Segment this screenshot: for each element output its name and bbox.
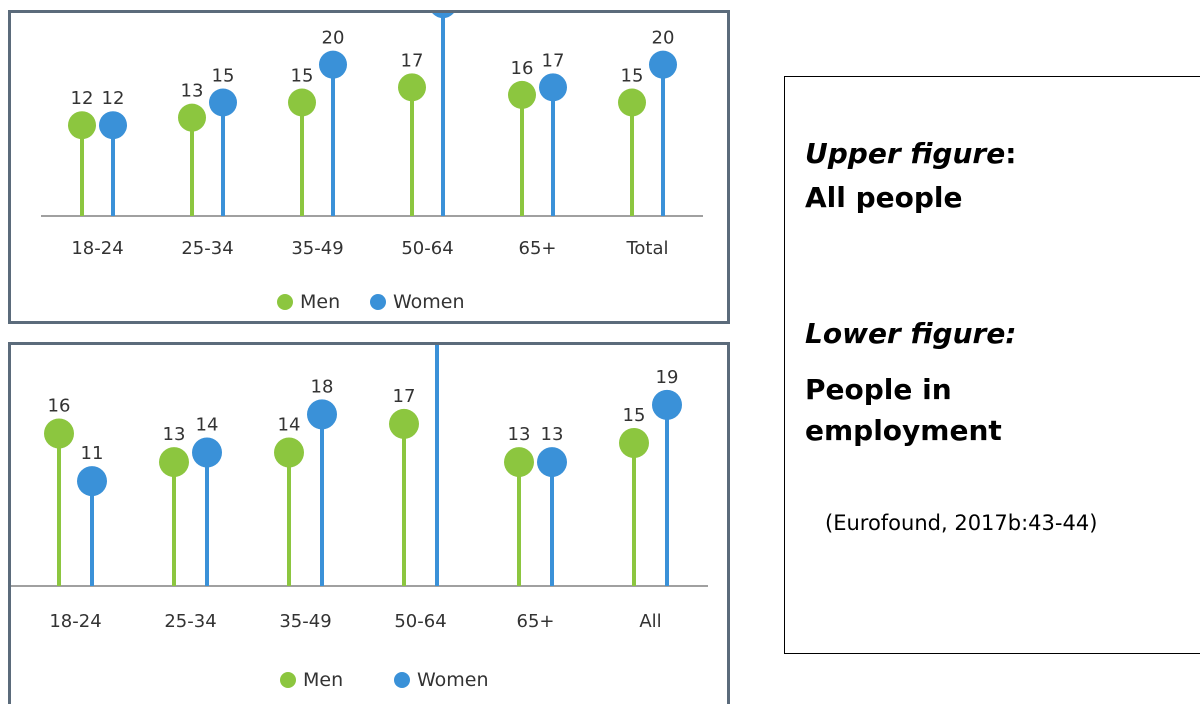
men-point (619, 428, 649, 458)
men-legend-label: Men (303, 669, 343, 691)
women-point (307, 399, 337, 430)
upper-figure-heading-text: Upper figure (805, 137, 1006, 170)
women-point (319, 50, 347, 79)
men-value-label: 13 (508, 424, 531, 445)
women-value-label: 15 (212, 66, 235, 87)
men-point (288, 88, 316, 117)
women-value-label: 11 (81, 443, 104, 464)
men-value-label: 13 (163, 424, 186, 445)
women-point (537, 447, 567, 478)
women-point (77, 466, 107, 497)
men-value-label: 17 (393, 386, 416, 407)
upper-chart-panel: 18-24121225-34131535-49152050-64172865+1… (8, 10, 730, 324)
women-point (99, 111, 127, 140)
women-value-label: 14 (196, 415, 219, 436)
men-point (159, 447, 189, 478)
men-legend-label: Men (300, 291, 340, 313)
source-citation: (Eurofound, 2017b:43-44) (825, 511, 1098, 535)
x-tick-label: Total (625, 238, 668, 259)
x-tick-label: 50-64 (394, 611, 446, 632)
x-tick-label: 18-24 (71, 238, 123, 259)
women-legend-label: Women (417, 669, 489, 691)
x-tick-label: 25-34 (164, 611, 216, 632)
men-point (618, 88, 646, 117)
lower-figure-subtitle: People in employment (805, 373, 1002, 447)
x-tick-label: 65+ (519, 238, 557, 259)
men-point (178, 103, 206, 132)
women-point (652, 389, 682, 420)
men-value-label: 16 (48, 395, 71, 416)
men-value-label: 16 (511, 58, 534, 79)
men-value-label: 15 (291, 66, 314, 87)
women-point (432, 13, 454, 19)
women-value-label: 19 (656, 367, 679, 388)
men-legend-swatch (277, 294, 293, 310)
x-tick-label: 65+ (517, 611, 555, 632)
women-legend-swatch (370, 294, 386, 310)
women-legend-swatch (394, 672, 410, 688)
men-point (389, 408, 419, 439)
women-value-label: 17 (542, 50, 565, 71)
men-point (508, 80, 536, 109)
caption-box: Upper figure: All people Lower figure: P… (784, 76, 1200, 654)
women-point (649, 50, 677, 79)
x-tick-label: 50-64 (401, 238, 453, 259)
men-value-label: 15 (621, 66, 644, 87)
x-tick-label: All (639, 611, 661, 632)
men-value-label: 12 (71, 88, 94, 109)
women-value-label: 18 (311, 376, 334, 397)
men-legend-swatch (280, 672, 296, 688)
upper-figure-subtitle: All people (805, 181, 963, 214)
women-value-label: 20 (652, 28, 675, 49)
men-point (398, 73, 426, 102)
upper-figure-heading: Upper figure: (805, 137, 1016, 170)
women-point (209, 88, 237, 117)
x-tick-label: 35-49 (279, 611, 331, 632)
lower-chart-panel: 18-24161125-34131435-49141850-64172765+1… (8, 342, 730, 704)
lower-chart: 18-24161125-34131435-49141850-64172765+1… (11, 345, 708, 691)
lower-figure-heading: Lower figure: (805, 317, 1017, 350)
women-point (192, 437, 222, 468)
women-legend-label: Women (393, 291, 465, 313)
men-point (44, 418, 74, 449)
upper-chart: 18-24121225-34131535-49152050-64172865+1… (41, 13, 703, 313)
x-tick-label: 35-49 (291, 238, 343, 259)
men-point (68, 111, 96, 140)
x-tick-label: 18-24 (49, 611, 101, 632)
men-value-label: 13 (181, 81, 204, 102)
men-value-label: 17 (401, 50, 424, 71)
upper-figure-heading-colon: : (1005, 137, 1017, 170)
women-point (539, 73, 567, 102)
men-value-label: 15 (623, 405, 646, 426)
men-point (274, 437, 304, 468)
x-tick-label: 25-34 (181, 238, 233, 259)
women-value-label: 13 (541, 424, 564, 445)
women-value-label: 12 (102, 88, 125, 109)
men-value-label: 14 (278, 415, 301, 436)
men-point (504, 447, 534, 478)
women-value-label: 20 (322, 28, 345, 49)
